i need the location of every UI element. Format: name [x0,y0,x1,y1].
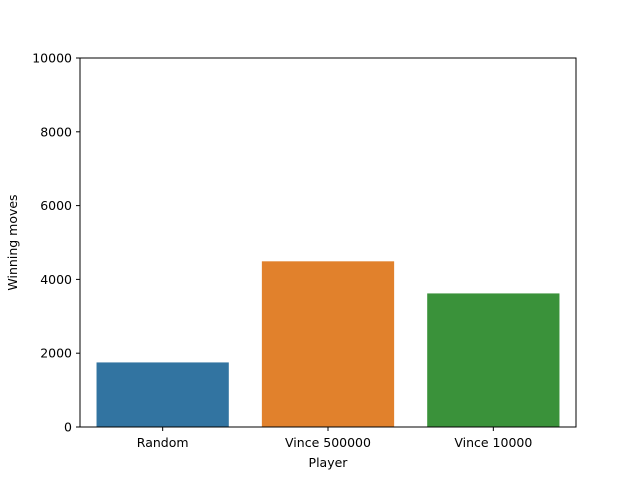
x-axis-label: Player [309,455,349,470]
y-tick-label: 6000 [40,198,72,213]
y-tick-label: 4000 [40,272,72,287]
bars-layer [96,261,560,427]
x-tick-label: Random [137,435,189,450]
x-tick-label: Vince 10000 [454,435,532,450]
bar-vince-500000 [261,261,395,427]
x-tick-label: Vince 500000 [285,435,371,450]
y-tick-label: 2000 [40,346,72,361]
bar-random [96,362,229,427]
y-axis-label: Winning moves [5,194,20,290]
y-tick-label: 0 [64,420,72,435]
ticks-layer: Random Vince 500000 Vince 10000 0 2000 4000 60… [32,51,532,451]
bar-vince-10000 [427,293,560,427]
y-tick-label: 10000 [32,51,72,66]
y-tick-label: 8000 [40,124,72,139]
